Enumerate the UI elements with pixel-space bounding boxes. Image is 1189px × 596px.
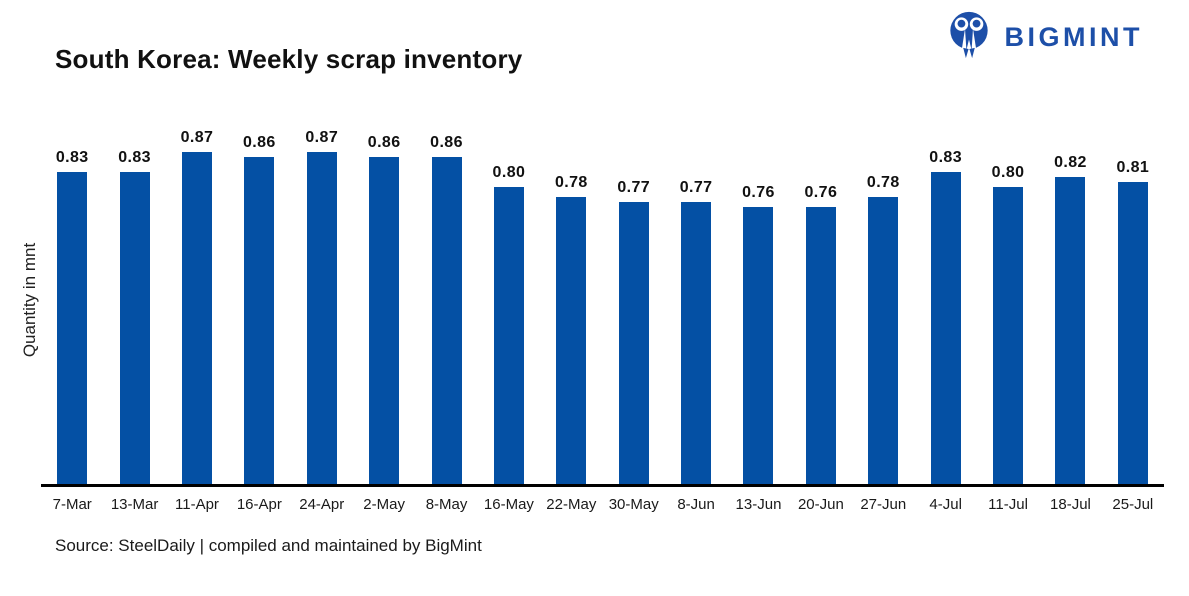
bar <box>993 186 1024 484</box>
bar-slot: 0.86 <box>228 133 290 484</box>
bar <box>743 206 774 484</box>
x-tick-label: 16-May <box>483 496 534 513</box>
bar-slot: 0.86 <box>353 133 415 484</box>
bar <box>369 156 400 484</box>
bar-slot: 0.76 <box>727 183 789 484</box>
x-tick-label: 16-Apr <box>236 496 282 513</box>
bar <box>556 196 587 484</box>
x-tick-label: 25-Jul <box>1112 496 1154 513</box>
bar <box>930 171 961 484</box>
bar <box>181 151 212 484</box>
bar-value-label: 0.86 <box>242 133 276 151</box>
bar-slot: 0.78 <box>540 173 602 484</box>
bar-value-label: 0.82 <box>1054 153 1087 171</box>
bar-value-label: 0.83 <box>55 148 89 166</box>
bigmint-logo: BIGMINT <box>942 11 1144 64</box>
bigmint-logo-text: BIGMINT <box>1004 22 1143 52</box>
bar <box>306 151 337 484</box>
bar <box>431 156 462 484</box>
bigmint-people-icon <box>942 11 996 64</box>
bar-value-label: 0.76 <box>742 183 775 201</box>
bar <box>805 206 836 484</box>
bar-value-label: 0.78 <box>866 173 900 191</box>
bar-slot: 0.81 <box>1102 158 1164 484</box>
x-tick-label: 18-Jul <box>1050 496 1091 513</box>
x-tick-label: 7-Mar <box>52 496 92 513</box>
bar-slot: 0.80 <box>977 163 1039 484</box>
x-tick-label: 2-May <box>363 496 405 513</box>
x-tick-label: 24-Apr <box>299 496 345 513</box>
bar-value-label: 0.83 <box>118 148 151 166</box>
bar-chart: 0.83 0.83 0.87 0.86 0.87 0.86 0.86 0.80 0.78 0.77… <box>41 114 1164 513</box>
bar <box>868 196 899 484</box>
source-note: Source: SteelDaily | compiled and mainta… <box>55 536 482 555</box>
bar <box>681 201 712 484</box>
bar-value-label: 0.77 <box>617 178 651 196</box>
bar-value-label: 0.86 <box>430 133 463 151</box>
x-tick-label: 8-May <box>425 496 468 513</box>
bar-value-label: 0.80 <box>991 163 1025 181</box>
bar-slot: 0.83 <box>914 148 976 484</box>
bar-slot: 0.83 <box>103 148 165 484</box>
x-tick-label: 4-Jul <box>929 496 962 513</box>
bar-value-label: 0.78 <box>554 173 588 191</box>
bar <box>244 156 275 484</box>
bar-value-label: 0.87 <box>305 128 339 146</box>
bar-slot: 0.82 <box>1039 153 1101 484</box>
bar <box>1055 176 1086 484</box>
bar-slot: 0.78 <box>852 173 914 484</box>
bar-slot: 0.83 <box>41 148 103 484</box>
x-tick-label: 11-Apr <box>175 496 219 513</box>
y-axis-label: Quantity in mnt <box>20 242 39 358</box>
bar-value-label: 0.76 <box>804 183 838 201</box>
x-tick-label: 8-Jun <box>677 496 715 513</box>
bar-value-label: 0.86 <box>367 133 401 151</box>
bar-slot: 0.77 <box>603 178 665 484</box>
bar-slot: 0.86 <box>415 133 477 484</box>
bar-value-label: 0.81 <box>1116 158 1150 176</box>
x-tick-label: 13-Mar <box>110 496 159 513</box>
bar-slot: 0.76 <box>790 183 852 484</box>
bar-slot: 0.87 <box>291 128 353 484</box>
x-tick-label: 30-May <box>608 496 659 513</box>
bar <box>119 171 150 484</box>
bar-value-label: 0.83 <box>929 148 963 166</box>
x-tick-label: 13-Jun <box>735 496 782 513</box>
x-axis-ticks: 7-Mar 13-Mar 11-Apr 16-Apr 24-Apr 2-May 8-May 1… <box>41 496 1164 513</box>
bar-slot: 0.80 <box>478 163 540 484</box>
bar <box>1117 181 1148 484</box>
bar <box>618 201 649 484</box>
bar <box>57 171 88 484</box>
bar <box>493 186 524 484</box>
chart-title: South Korea: Weekly scrap inventory <box>55 44 523 74</box>
x-tick-label: 20-Jun <box>797 496 844 513</box>
x-tick-label: 22-May <box>546 496 597 513</box>
bar-slot: 0.87 <box>166 128 228 484</box>
x-tick-label: 27-Jun <box>860 496 907 513</box>
x-tick-label: 11-Jul <box>988 496 1028 513</box>
bar-slot: 0.77 <box>665 178 727 484</box>
bars-area: 0.83 0.83 0.87 0.86 0.87 0.86 0.86 0.80 0.78 0.77… <box>41 114 1164 487</box>
bar-value-label: 0.77 <box>679 178 713 196</box>
bar-value-label: 0.87 <box>180 128 214 146</box>
bar-value-label: 0.80 <box>492 163 526 181</box>
